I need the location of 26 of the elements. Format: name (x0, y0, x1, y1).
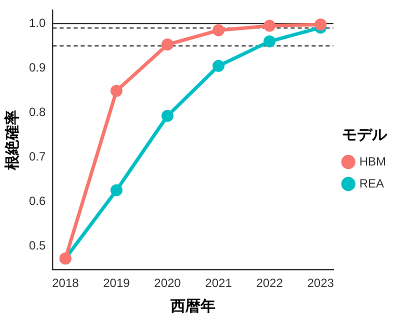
x-tick-label: 2018 (52, 276, 80, 290)
point (161, 38, 174, 51)
x-tick-label: 2023 (307, 276, 334, 290)
point (264, 35, 276, 48)
y-tick-label: 0.7 (28, 150, 46, 164)
x-tick-label: 2019 (103, 276, 130, 290)
x-tick-label: 2021 (205, 276, 232, 290)
point (110, 184, 122, 196)
x-tick-label: 2022 (256, 276, 284, 290)
x-axis-title: 西暦年 (170, 298, 216, 316)
y-axis-title: 根絶確率 (3, 110, 22, 171)
point (212, 60, 225, 72)
point (314, 18, 327, 30)
x-tick-label: 2020 (154, 276, 182, 290)
y-tick-label: 0.8 (28, 105, 46, 120)
legend-label: REA (359, 176, 384, 190)
y-tick-label: 0.6 (28, 194, 46, 208)
point (110, 84, 122, 97)
point (212, 24, 225, 36)
y-tick-label: 0.9 (28, 60, 46, 74)
legend-title: モデル (342, 126, 388, 144)
y-tick-label: 0.5 (28, 238, 46, 253)
y-tick-label: 1.0 (28, 16, 46, 30)
legend-label: HBM (359, 154, 386, 168)
point (161, 110, 174, 122)
point (264, 20, 276, 32)
